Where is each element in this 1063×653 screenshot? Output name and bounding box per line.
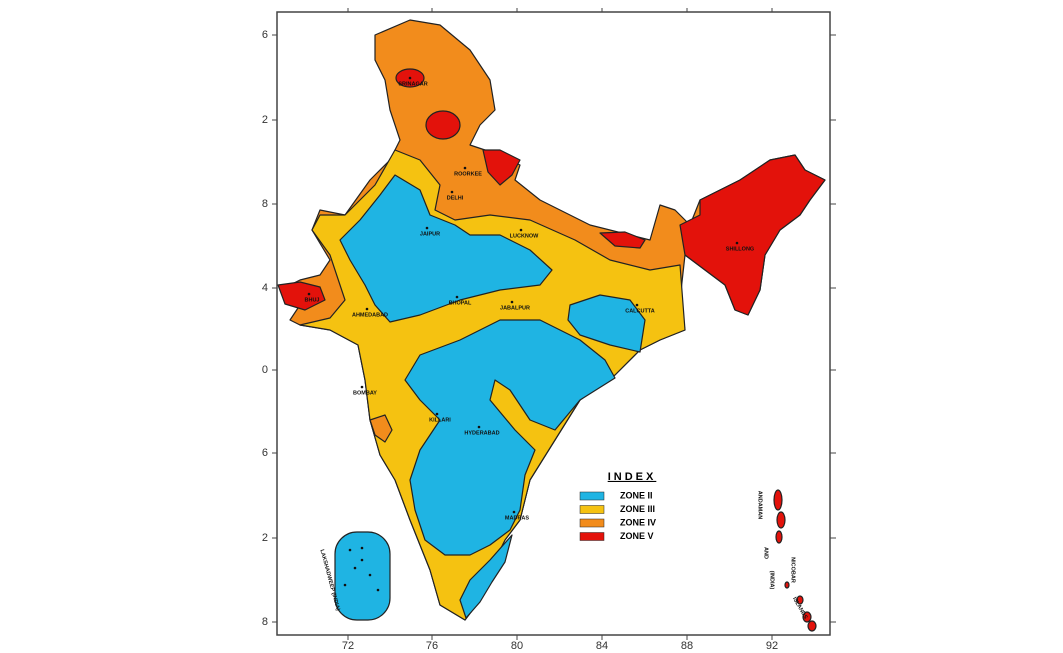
x-tick-label: 84 bbox=[596, 640, 608, 652]
island bbox=[796, 595, 804, 605]
legend-label: ZONE V bbox=[620, 531, 654, 541]
x-tick-label: 88 bbox=[681, 640, 693, 652]
city-dot bbox=[408, 76, 412, 80]
city-label: SRINAGAR bbox=[398, 81, 427, 87]
island-label: (INDIA) bbox=[769, 571, 775, 590]
x-tick-label: 92 bbox=[766, 640, 778, 652]
island-label: NICOBAR bbox=[790, 557, 796, 583]
city-label: BOMBAY bbox=[353, 390, 377, 396]
zone-ii bbox=[404, 319, 616, 556]
city-dot bbox=[365, 307, 369, 311]
zone-ii bbox=[339, 174, 553, 323]
zone-v bbox=[482, 149, 521, 186]
x-tick-label: 80 bbox=[511, 640, 523, 652]
city-label: CALCUTTA bbox=[625, 308, 655, 314]
zone-v bbox=[277, 281, 326, 311]
city-label: LUCKNOW bbox=[510, 233, 540, 239]
city-dot bbox=[463, 166, 467, 170]
island bbox=[802, 611, 812, 623]
island bbox=[775, 530, 783, 544]
city-dot bbox=[735, 241, 739, 245]
island bbox=[784, 581, 790, 589]
x-tick-label: 72 bbox=[342, 640, 354, 652]
island-dot bbox=[343, 583, 347, 587]
city-dot bbox=[360, 385, 364, 389]
lakshadweep bbox=[334, 531, 391, 621]
city-label: KILLARI bbox=[429, 417, 451, 423]
city-label: SHILLONG bbox=[726, 246, 754, 252]
y-tick-label: 4 bbox=[262, 282, 268, 294]
city-label: AHMEDABAD bbox=[352, 312, 388, 318]
city-dot bbox=[519, 228, 523, 232]
city-dot bbox=[425, 226, 429, 230]
island-label: ANDAMAN bbox=[757, 491, 763, 519]
island-dot bbox=[360, 546, 364, 550]
island-dot bbox=[353, 566, 357, 570]
zone-v bbox=[679, 154, 826, 316]
legend-swatch bbox=[579, 491, 605, 501]
island-dot bbox=[376, 588, 380, 592]
island bbox=[776, 511, 786, 529]
zone-v bbox=[425, 110, 461, 140]
city-label: JABALPUR bbox=[500, 305, 530, 311]
island bbox=[773, 489, 783, 511]
y-tick-label: 6 bbox=[262, 29, 268, 41]
city-dot bbox=[455, 295, 459, 299]
city-label: BHOPAL bbox=[449, 300, 472, 306]
city-dot bbox=[510, 300, 514, 304]
x-tick-label: 76 bbox=[426, 640, 438, 652]
legend-label: ZONE IV bbox=[620, 517, 656, 527]
zone-v bbox=[599, 231, 646, 249]
y-tick-label: 6 bbox=[262, 447, 268, 459]
city-dot bbox=[635, 303, 639, 307]
y-tick-label: 0 bbox=[262, 364, 268, 376]
legend-label: ZONE II bbox=[620, 490, 653, 500]
zone-ii bbox=[567, 294, 646, 353]
legend-title: INDEX bbox=[608, 471, 657, 483]
city-dot bbox=[477, 425, 481, 429]
island-dot bbox=[348, 548, 352, 552]
city-dot bbox=[450, 190, 454, 194]
island-dot bbox=[368, 573, 372, 577]
y-tick-label: 2 bbox=[262, 532, 268, 544]
city-label: JAIPUR bbox=[420, 231, 440, 237]
island-dot bbox=[360, 558, 364, 562]
city-label: DELHI bbox=[447, 195, 464, 201]
y-tick-label: 2 bbox=[262, 114, 268, 126]
zones bbox=[277, 19, 826, 632]
legend-swatch bbox=[579, 532, 605, 541]
legend-label: ZONE III bbox=[620, 504, 655, 514]
city-dot bbox=[435, 412, 439, 416]
city-label: HYDERABAD bbox=[464, 430, 499, 436]
city-label: ROORKEE bbox=[454, 171, 482, 177]
y-tick-label: 8 bbox=[262, 198, 268, 210]
legend-swatch bbox=[579, 505, 605, 514]
zone-iv-patch bbox=[369, 414, 393, 443]
city-dot bbox=[512, 510, 516, 514]
city-label: MADRAS bbox=[505, 515, 529, 521]
city-dot bbox=[307, 292, 311, 296]
legend-swatch bbox=[579, 518, 605, 528]
y-tick-label: 8 bbox=[262, 616, 268, 628]
island bbox=[807, 620, 817, 632]
zone-ii bbox=[459, 534, 513, 619]
island-label: AND bbox=[763, 547, 769, 559]
city-label: BHUJ bbox=[305, 297, 320, 303]
